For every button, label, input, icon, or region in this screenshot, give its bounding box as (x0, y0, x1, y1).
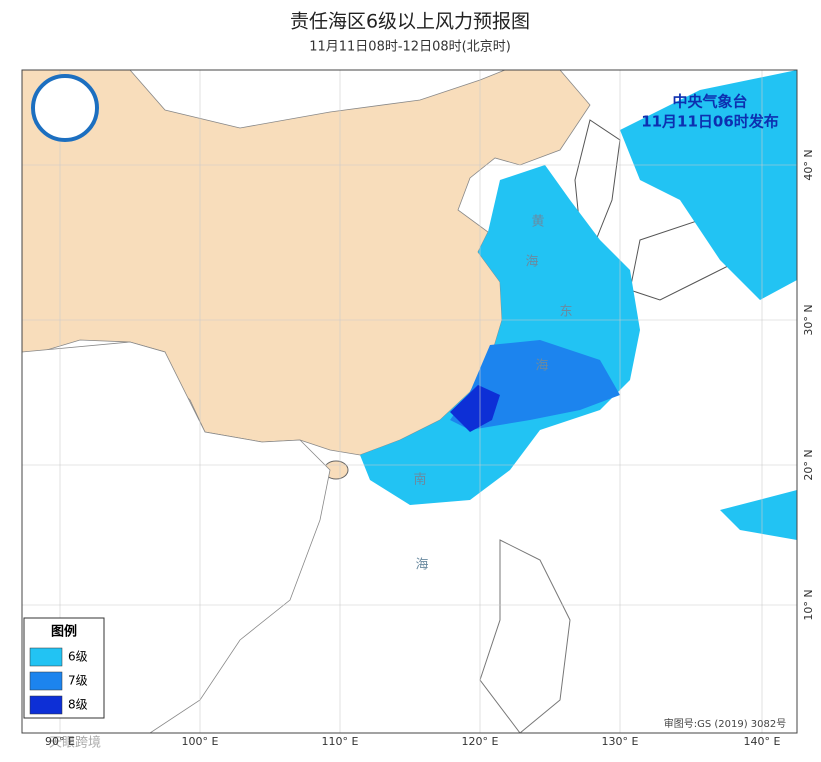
sea-label: 海 (415, 558, 428, 573)
legend-swatch (29, 647, 63, 667)
longitude-label: 120° E (462, 735, 499, 748)
sea-label: 海 (525, 255, 538, 270)
map-body (22, 70, 797, 733)
sea-label: 海 (535, 359, 548, 374)
longitude-label: 100° E (182, 735, 219, 748)
graticule (22, 70, 797, 733)
latitude-label: 10° N (802, 589, 815, 620)
legend-title: 图例 (51, 624, 77, 640)
issue-time: 11月11日06时发布 (641, 113, 779, 131)
legend: 图例 6级 7级 8级 (23, 617, 105, 719)
legend-label: 7级 (68, 674, 88, 688)
wind-area-6 (620, 70, 797, 300)
longitude-label: 140° E (744, 735, 781, 748)
subtitle: 11月11日08时-12日08时(北京时) (309, 40, 511, 55)
longitude-label: 90° E (45, 735, 75, 748)
sea-label: 东 (559, 305, 572, 320)
watermark: 天眼跨境 (49, 736, 101, 751)
logo (31, 74, 99, 142)
longitude-label: 130° E (602, 735, 639, 748)
latitude-label: 20° N (802, 449, 815, 480)
sea-label: 南 (413, 472, 426, 488)
legend-swatch (29, 671, 63, 691)
longitude-label: 110° E (322, 735, 359, 748)
legend-label: 8级 (68, 698, 88, 712)
wind-area-8 (450, 385, 500, 432)
philippines (479, 539, 571, 733)
wind-area-6 (720, 490, 797, 540)
latitude-label: 30° N (802, 304, 815, 335)
wind-area-6 (360, 165, 640, 505)
sea-label: 黄 (531, 215, 544, 230)
legend-label: 6级 (68, 650, 88, 664)
map-frame (21, 69, 798, 734)
title: 责任海区6级以上风力预报图 (290, 11, 530, 33)
map-number: 审图号:GS (2019) 3082号 (664, 717, 787, 730)
agency: 中央气象台 (672, 93, 747, 111)
legend-swatch (29, 695, 63, 715)
latitude-label: 40° N (802, 149, 815, 180)
